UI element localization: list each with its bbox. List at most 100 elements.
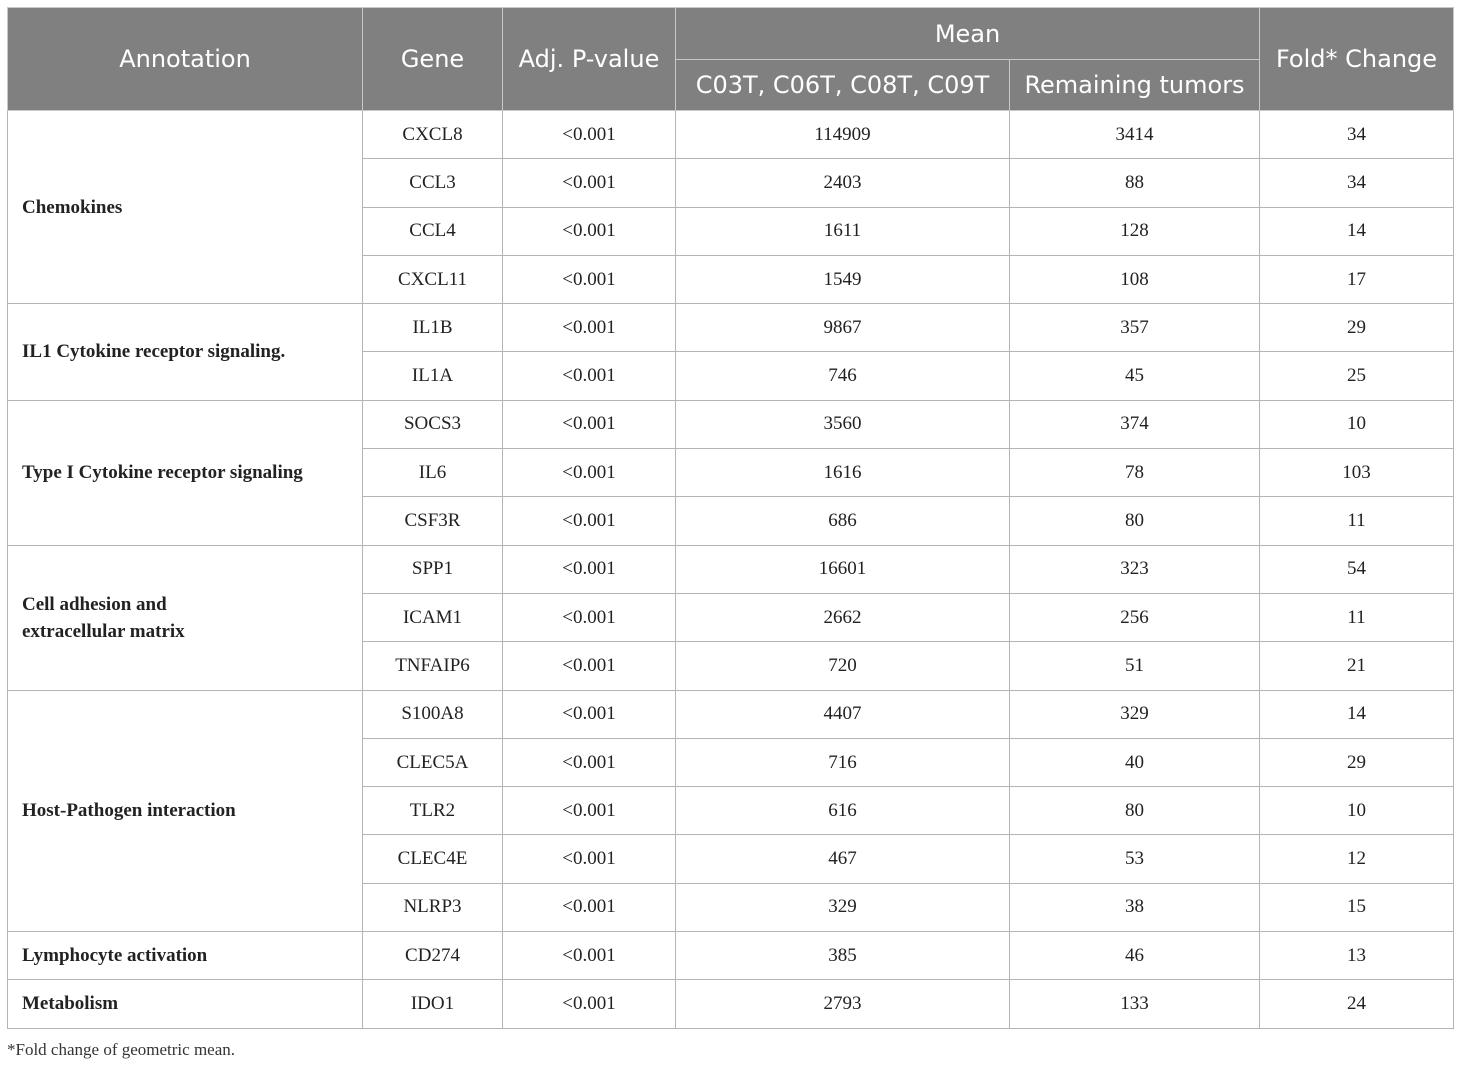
- header-adj-p-value: Adj. P-value: [502, 7, 676, 111]
- mean-group1-cell: 2662: [675, 592, 1010, 643]
- gene-cell: IDO1: [362, 979, 503, 1029]
- table-container: Annotation Gene Adj. P-value Mean Fold* …: [7, 7, 1455, 1029]
- mean-group2-cell: 3414: [1008, 109, 1261, 160]
- fold-change-cell: 10: [1259, 786, 1455, 836]
- mean-group2-cell: 51: [1008, 641, 1261, 691]
- mean-group2-cell: 323: [1008, 544, 1261, 594]
- gene-expression-table: Annotation Gene Adj. P-value Mean Fold* …: [7, 7, 1455, 1029]
- fold-change-cell: 21: [1259, 641, 1455, 691]
- mean-group1-cell: 2403: [675, 158, 1010, 208]
- fold-change-cell: 103: [1259, 448, 1455, 498]
- mean-group1-cell: 716: [675, 737, 1010, 788]
- mean-group2-cell: 38: [1008, 882, 1261, 933]
- gene-cell: CD274: [362, 931, 503, 981]
- annotation-cell: Type I Cytokine receptor signaling: [7, 399, 363, 546]
- table-row: CLEC5A <0.001 716 40 29: [8, 737, 1455, 788]
- mean-group1-cell: 686: [675, 496, 1010, 546]
- mean-group1-cell: 9867: [675, 303, 1010, 353]
- annotation-cell: Lymphocyte activation: [7, 931, 363, 981]
- mean-group2-cell: 133: [1008, 979, 1261, 1029]
- gene-cell: SPP1: [362, 544, 503, 594]
- mean-group2-cell: 256: [1008, 592, 1261, 643]
- mean-group1-cell: 114909: [675, 109, 1010, 160]
- table-row: CSF3R <0.001 686 80 11: [8, 496, 1455, 546]
- adj-p-value-cell: <0.001: [502, 158, 676, 208]
- gene-cell: CLEC4E: [362, 834, 503, 884]
- adj-p-value-cell: <0.001: [502, 592, 676, 643]
- mean-group1-cell: 720: [675, 641, 1010, 691]
- gene-cell: NLRP3: [362, 882, 503, 933]
- adj-p-value-cell: <0.001: [502, 254, 676, 305]
- mean-group2-cell: 128: [1008, 206, 1261, 256]
- adj-p-value-cell: <0.001: [502, 109, 676, 160]
- header-group2: Remaining tumors: [1008, 59, 1261, 111]
- gene-cell: CXCL8: [362, 109, 503, 160]
- annotation-cell: Host-Pathogen interaction: [7, 689, 363, 933]
- mean-group1-cell: 329: [675, 882, 1010, 933]
- header-fold-change: Fold* Change: [1259, 7, 1455, 111]
- table-row: IL6 <0.001 1616 78 103: [8, 448, 1455, 498]
- adj-p-value-cell: <0.001: [502, 303, 676, 353]
- adj-p-value-cell: <0.001: [502, 351, 676, 401]
- fold-change-cell: 15: [1259, 882, 1455, 933]
- mean-group1-cell: 3560: [675, 399, 1010, 450]
- adj-p-value-cell: <0.001: [502, 689, 676, 739]
- mean-group2-cell: 40: [1008, 737, 1261, 788]
- table-row: NLRP3 <0.001 329 38 15: [8, 882, 1455, 933]
- fold-change-cell: 12: [1259, 834, 1455, 884]
- mean-group1-cell: 385: [675, 931, 1010, 981]
- adj-p-value-cell: <0.001: [502, 496, 676, 546]
- table-row: CCL3 <0.001 2403 88 34: [8, 158, 1455, 208]
- fold-change-cell: 14: [1259, 689, 1455, 739]
- gene-cell: SOCS3: [362, 399, 503, 450]
- mean-group1-cell: 1611: [675, 206, 1010, 256]
- table-row: Type I Cytokine receptor signaling SOCS3 <…: [7, 399, 1455, 546]
- header-mean: Mean: [674, 7, 1261, 60]
- table-row: Lymphocyte activation CD274 <0.001 385 46 13: [7, 931, 1455, 981]
- adj-p-value-cell: <0.001: [502, 737, 676, 788]
- fold-change-cell: 54: [1259, 544, 1455, 594]
- table-row: Cell adhesion and extracellular matrix SP…: [7, 544, 1455, 691]
- mean-group2-cell: 80: [1008, 786, 1261, 836]
- fold-change-cell: 13: [1259, 931, 1455, 981]
- fold-change-cell: 10: [1259, 399, 1455, 450]
- mean-group2-cell: 45: [1008, 351, 1261, 401]
- table-row: CLEC4E <0.001 467 53 12: [8, 834, 1455, 884]
- header-gene: Gene: [362, 7, 503, 111]
- fold-change-cell: 11: [1259, 592, 1455, 643]
- table-row: TNFAIP6 <0.001 720 51 21: [8, 641, 1455, 691]
- gene-cell: TLR2: [362, 786, 503, 836]
- gene-cell: IL1A: [362, 351, 503, 401]
- annotation-cell: Cell adhesion and extracellular matrix: [7, 544, 363, 691]
- fold-change-cell: 29: [1259, 303, 1455, 353]
- table-row: TLR2 <0.001 616 80 10: [8, 786, 1455, 836]
- header-group1: C03T, C06T, C08T, C09T: [675, 59, 1010, 111]
- mean-group1-cell: 4407: [675, 689, 1010, 739]
- adj-p-value-cell: <0.001: [502, 834, 676, 884]
- mean-group1-cell: 467: [675, 834, 1010, 884]
- gene-cell: IL6: [362, 448, 503, 498]
- gene-cell: CSF3R: [362, 496, 503, 546]
- mean-group2-cell: 108: [1008, 254, 1261, 305]
- annotation-cell: Metabolism: [7, 979, 363, 1029]
- adj-p-value-cell: <0.001: [502, 544, 676, 594]
- fold-change-cell: 11: [1259, 496, 1455, 546]
- adj-p-value-cell: <0.001: [502, 882, 676, 933]
- gene-cell: IL1B: [362, 303, 503, 353]
- table-row: CXCL11 <0.001 1549 108 17: [8, 254, 1455, 305]
- gene-cell: ICAM1: [362, 592, 503, 643]
- mean-group2-cell: 357: [1008, 303, 1261, 353]
- annotation-cell: IL1 Cytokine receptor signaling.: [7, 303, 363, 401]
- gene-cell: CCL3: [362, 158, 503, 208]
- gene-cell: CXCL11: [362, 254, 503, 305]
- table-row: ICAM1 <0.001 2662 256 11: [8, 592, 1455, 643]
- mean-group2-cell: 78: [1008, 448, 1261, 498]
- table-row: IL1 Cytokine receptor signaling. IL1B <0.0…: [7, 303, 1455, 401]
- adj-p-value-cell: <0.001: [502, 931, 676, 981]
- table-header: Annotation Gene Adj. P-value Mean Fold* …: [7, 7, 1455, 111]
- fold-change-cell: 25: [1259, 351, 1455, 401]
- fold-change-cell: 14: [1259, 206, 1455, 256]
- gene-cell: CLEC5A: [362, 737, 503, 788]
- mean-group1-cell: 16601: [675, 544, 1010, 594]
- gene-cell: TNFAIP6: [362, 641, 503, 691]
